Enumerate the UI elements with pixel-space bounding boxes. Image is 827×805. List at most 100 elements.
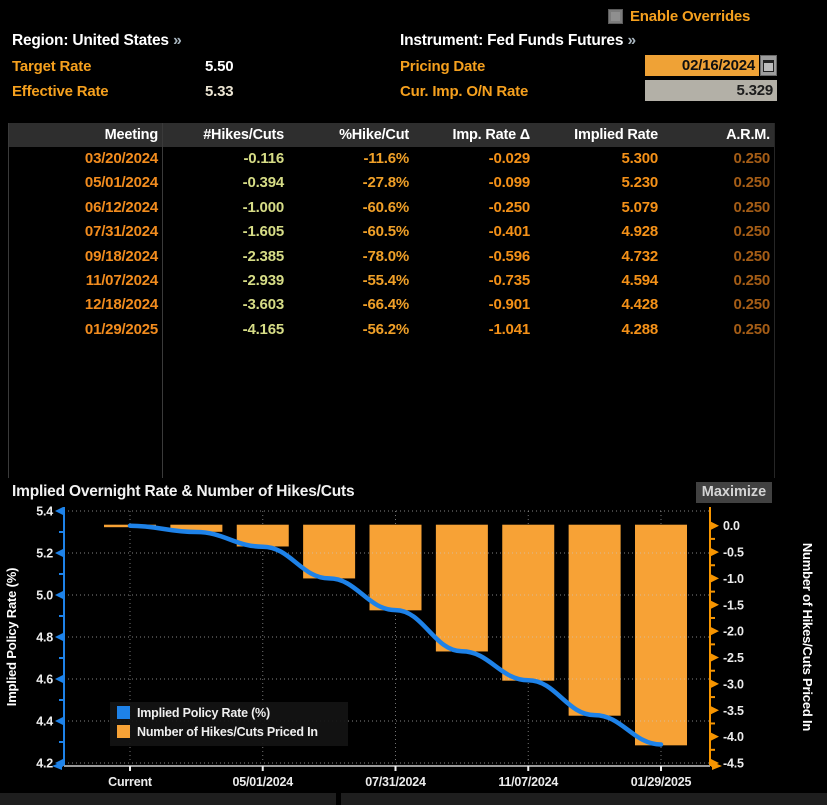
- table-row[interactable]: 01/29/2025 -4.165 -56.2% -1.041 4.288 0.250: [9, 318, 774, 342]
- svg-text:-2.5: -2.5: [723, 651, 744, 665]
- x-axis-label: 11/07/2024: [498, 775, 558, 789]
- table-row[interactable]: 06/12/2024 -1.000 -60.6% -0.250 5.079 0.250: [9, 196, 774, 220]
- maximize-button[interactable]: Maximize: [696, 482, 772, 503]
- column-header-arm[interactable]: A.R.M.: [726, 127, 770, 143]
- cell-imp-rate-delta: -0.401: [488, 223, 531, 241]
- svg-text:4.4: 4.4: [36, 715, 53, 729]
- cell-implied-rate: 4.594: [621, 271, 658, 289]
- cell-pct-hike-cut: -27.8%: [362, 174, 410, 192]
- svg-text:-3.5: -3.5: [723, 704, 744, 718]
- table-row[interactable]: 07/31/2024 -1.605 -60.5% -0.401 4.928 0.250: [9, 220, 774, 244]
- cell-imp-rate-delta: -0.099: [488, 174, 531, 192]
- enable-overrides-checkbox[interactable]: [608, 9, 623, 24]
- cell-arm: 0.250: [733, 223, 770, 241]
- cell-imp-rate-delta: -0.901: [488, 296, 531, 314]
- x-axis-label: 07/31/2024: [365, 775, 426, 789]
- table-row[interactable]: 05/01/2024 -0.394 -27.8% -0.099 5.230 0.250: [9, 171, 774, 195]
- pricing-date-input[interactable]: 02/16/2024: [645, 55, 759, 76]
- enable-overrides-label[interactable]: Enable Overrides: [630, 8, 751, 25]
- svg-text:4.2: 4.2: [36, 757, 53, 771]
- cell-hikes-cuts: -0.116: [243, 150, 284, 167]
- svg-text:5.4: 5.4: [36, 505, 53, 519]
- svg-text:4.6: 4.6: [36, 673, 53, 687]
- svg-text:0.0: 0.0: [723, 519, 740, 533]
- cell-arm: 0.250: [733, 320, 770, 338]
- meetings-table: Meeting #Hikes/Cuts %Hike/Cut Imp. Rate …: [8, 123, 775, 478]
- target-rate-value: 5.50: [205, 58, 234, 75]
- svg-text:5.2: 5.2: [36, 547, 53, 561]
- cell-hikes-cuts: -1.605: [242, 223, 285, 241]
- svg-text:-0.5: -0.5: [723, 546, 744, 560]
- calendar-button[interactable]: [760, 55, 777, 76]
- cell-implied-rate: 4.428: [621, 296, 658, 314]
- chart-title: Implied Overnight Rate & Number of Hikes…: [12, 483, 355, 500]
- table-row[interactable]: 03/20/2024 -0.116 -11.6% -0.029 5.300 0.250: [9, 147, 774, 171]
- meeting-column-divider: [162, 123, 163, 478]
- footer-strip-left: [0, 793, 336, 805]
- cell-imp-rate-delta: -0.029: [488, 150, 531, 167]
- table-row[interactable]: 09/18/2024 -2.385 -78.0% -0.596 4.732 0.250: [9, 245, 774, 269]
- region-link[interactable]: Region: United States »: [12, 32, 182, 49]
- instrument-link[interactable]: Instrument: Fed Funds Futures »: [400, 32, 637, 49]
- column-header-meeting[interactable]: Meeting: [104, 127, 159, 143]
- cell-imp-rate-delta: -1.041: [488, 320, 531, 338]
- x-axis-label: 05/01/2024: [232, 775, 293, 789]
- cell-pct-hike-cut: -78.0%: [362, 247, 410, 265]
- table-row[interactable]: 12/18/2024 -3.603 -66.4% -0.901 4.428 0.250: [9, 293, 774, 317]
- table-row[interactable]: 11/07/2024 -2.939 -55.4% -0.735 4.594 0.250: [9, 269, 774, 293]
- x-axis-label: 01/29/2025: [631, 775, 692, 789]
- cell-meeting: 09/18/2024: [84, 247, 158, 265]
- region-chevron-icon: »: [173, 32, 182, 49]
- cell-arm: 0.250: [733, 174, 770, 192]
- cell-meeting: 12/18/2024: [84, 296, 158, 314]
- target-rate-label: Target Rate: [12, 58, 92, 75]
- legend-label: Number of Hikes/Cuts Priced In: [137, 725, 318, 739]
- cell-imp-rate-delta: -0.735: [488, 271, 531, 289]
- legend-label: Implied Policy Rate (%): [137, 706, 270, 720]
- svg-text:4.8: 4.8: [36, 631, 53, 645]
- cell-pct-hike-cut: -60.5%: [362, 223, 410, 241]
- cell-implied-rate: 5.230: [621, 174, 658, 192]
- cell-imp-rate-delta: -0.250: [488, 198, 531, 216]
- svg-text:-2.0: -2.0: [723, 625, 744, 639]
- cell-meeting: 03/20/2024: [84, 150, 158, 167]
- cell-pct-hike-cut: -66.4%: [362, 296, 410, 314]
- enable-overrides-row: Enable Overrides: [608, 8, 750, 25]
- cell-meeting: 06/12/2024: [84, 198, 158, 216]
- cell-implied-rate: 4.288: [621, 320, 658, 338]
- svg-text:-3.0: -3.0: [723, 677, 744, 691]
- column-header-hikes-cuts[interactable]: #Hikes/Cuts: [203, 127, 284, 143]
- cell-implied-rate: 5.079: [621, 198, 658, 216]
- table-header-row: Meeting #Hikes/Cuts %Hike/Cut Imp. Rate …: [9, 123, 774, 147]
- x-axis-label: Current: [108, 775, 153, 789]
- footer-strip-right: [341, 793, 827, 805]
- left-axis-title: Implied Policy Rate (%): [4, 568, 19, 706]
- cell-hikes-cuts: -2.385: [242, 247, 285, 265]
- cell-hikes-cuts: -4.165: [242, 320, 285, 338]
- cell-meeting: 11/07/2024: [85, 271, 158, 289]
- right-axis-title: Number of Hikes/Cuts Priced In: [800, 543, 815, 732]
- table-body: 03/20/2024 -0.116 -11.6% -0.029 5.300 0.250 05…: [9, 147, 774, 342]
- svg-text:-4.5: -4.5: [723, 757, 744, 771]
- calendar-icon: [763, 59, 774, 72]
- column-header-pct-hike-cut[interactable]: %Hike/Cut: [339, 127, 409, 143]
- pricing-date-label: Pricing Date: [400, 58, 486, 75]
- effective-rate-value: 5.33: [205, 83, 234, 100]
- cell-arm: 0.250: [733, 296, 770, 314]
- cell-arm: 0.250: [733, 247, 770, 265]
- cell-arm: 0.250: [733, 150, 770, 167]
- cell-arm: 0.250: [733, 271, 770, 289]
- cur-imp-rate-field[interactable]: 5.329: [645, 80, 777, 101]
- cell-hikes-cuts: -2.939: [242, 271, 285, 289]
- column-header-imp-rate-delta[interactable]: Imp. Rate Δ: [452, 127, 530, 143]
- effective-rate-label: Effective Rate: [12, 83, 109, 100]
- cell-pct-hike-cut: -60.6%: [362, 198, 410, 216]
- svg-text:-1.0: -1.0: [723, 572, 744, 586]
- cell-pct-hike-cut: -56.2%: [362, 320, 410, 338]
- svg-text:5.0: 5.0: [36, 589, 53, 603]
- cur-imp-rate-label: Cur. Imp. O/N Rate: [400, 83, 529, 100]
- column-header-implied-rate[interactable]: Implied Rate: [574, 127, 658, 143]
- cell-pct-hike-cut: -55.4%: [362, 271, 410, 289]
- instrument-chevron-icon: »: [627, 32, 637, 49]
- svg-text:-4.0: -4.0: [723, 730, 744, 744]
